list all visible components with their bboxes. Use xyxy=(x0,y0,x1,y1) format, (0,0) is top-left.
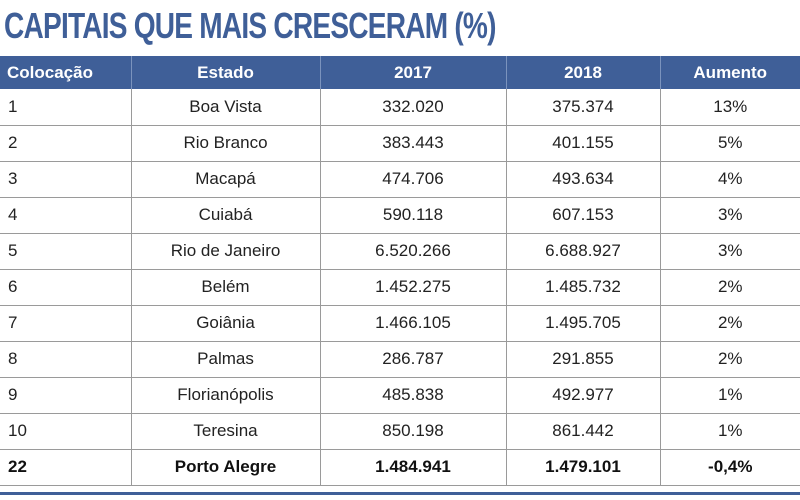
cell-estado: Palmas xyxy=(130,341,320,378)
cell-colocacao: 3 xyxy=(0,161,131,198)
cell-2018: 291.855 xyxy=(505,341,660,378)
cell-2018: 493.634 xyxy=(505,161,660,198)
cell-2017: 590.118 xyxy=(319,197,506,234)
cell-estado: Boa Vista xyxy=(130,89,320,126)
cell-2018: 607.153 xyxy=(505,197,660,234)
table-row: 4 Cuiabá 590.118 607.153 3% xyxy=(0,197,800,234)
table-row: 22 Porto Alegre 1.484.941 1.479.101 -0,4% xyxy=(0,449,800,486)
cell-estado: Florianópolis xyxy=(130,377,320,414)
cell-2018: 861.442 xyxy=(505,413,660,450)
cell-colocacao: 22 xyxy=(0,449,131,486)
table-row: 5 Rio de Janeiro 6.520.266 6.688.927 3% xyxy=(0,233,800,270)
cell-colocacao: 1 xyxy=(0,89,131,126)
cell-aumento: 13% xyxy=(659,89,800,126)
header-row: Colocação Estado 2017 2018 Aumento xyxy=(0,56,800,89)
header-cell-2017: 2017 xyxy=(319,56,506,89)
cell-2017: 1.484.941 xyxy=(319,449,506,486)
cell-estado: Goiânia xyxy=(130,305,320,342)
cell-colocacao: 6 xyxy=(0,269,131,306)
cell-2018: 1.479.101 xyxy=(505,449,660,486)
table-row: 3 Macapá 474.706 493.634 4% xyxy=(0,161,800,198)
cell-2017: 383.443 xyxy=(319,125,506,162)
cell-colocacao: 10 xyxy=(0,413,131,450)
table-row: 6 Belém 1.452.275 1.485.732 2% xyxy=(0,269,800,306)
cell-2018: 492.977 xyxy=(505,377,660,414)
cell-aumento: 5% xyxy=(659,125,800,162)
cell-2017: 1.466.105 xyxy=(319,305,506,342)
cell-aumento: -0,4% xyxy=(659,449,800,486)
cell-2018: 1.495.705 xyxy=(505,305,660,342)
header-cell-2018: 2018 xyxy=(505,56,660,89)
table-body: 1 Boa Vista 332.020 375.374 13% 2 Rio Branco 38… xyxy=(0,89,800,486)
cell-2018: 6.688.927 xyxy=(505,233,660,270)
cell-aumento: 1% xyxy=(659,413,800,450)
header-cell-estado: Estado xyxy=(130,56,320,89)
cell-2018: 401.155 xyxy=(505,125,660,162)
table-row: 2 Rio Branco 383.443 401.155 5% xyxy=(0,125,800,162)
table-row: 9 Florianópolis 485.838 492.977 1% xyxy=(0,377,800,414)
cell-aumento: 4% xyxy=(659,161,800,198)
cell-estado: Teresina xyxy=(130,413,320,450)
cell-aumento: 3% xyxy=(659,197,800,234)
table-row: 10 Teresina 850.198 861.442 1% xyxy=(0,413,800,450)
cell-colocacao: 7 xyxy=(0,305,131,342)
cell-aumento: 1% xyxy=(659,377,800,414)
cell-2017: 474.706 xyxy=(319,161,506,198)
table-row: 7 Goiânia 1.466.105 1.495.705 2% xyxy=(0,305,800,342)
cell-colocacao: 5 xyxy=(0,233,131,270)
cell-aumento: 2% xyxy=(659,341,800,378)
cell-2017: 1.452.275 xyxy=(319,269,506,306)
data-table: Colocação Estado 2017 2018 Aumento 1 Boa … xyxy=(0,56,800,486)
cell-aumento: 2% xyxy=(659,269,800,306)
cell-estado: Porto Alegre xyxy=(130,449,320,486)
header-cell-aumento: Aumento xyxy=(659,56,800,89)
cell-estado: Cuiabá xyxy=(130,197,320,234)
chart-title: CAPITAIS QUE MAIS CRESCERAM (%) xyxy=(4,5,496,46)
table-row: 8 Palmas 286.787 291.855 2% xyxy=(0,341,800,378)
header-cell-colocacao: Colocação xyxy=(7,62,93,82)
cell-2017: 332.020 xyxy=(319,89,506,126)
cell-2017: 6.520.266 xyxy=(319,233,506,270)
table-row: 1 Boa Vista 332.020 375.374 13% xyxy=(0,89,800,126)
cell-2017: 286.787 xyxy=(319,341,506,378)
cell-estado: Rio Branco xyxy=(130,125,320,162)
cell-2017: 485.838 xyxy=(319,377,506,414)
cell-colocacao: 8 xyxy=(0,341,131,378)
cell-colocacao: 2 xyxy=(0,125,131,162)
cell-aumento: 2% xyxy=(659,305,800,342)
cell-colocacao: 9 xyxy=(0,377,131,414)
cell-aumento: 3% xyxy=(659,233,800,270)
cell-estado: Macapá xyxy=(130,161,320,198)
cell-2018: 375.374 xyxy=(505,89,660,126)
cell-2018: 1.485.732 xyxy=(505,269,660,306)
cell-2017: 850.198 xyxy=(319,413,506,450)
cell-estado: Rio de Janeiro xyxy=(130,233,320,270)
cell-colocacao: 4 xyxy=(0,197,131,234)
bottom-rule xyxy=(0,492,800,495)
cell-estado: Belém xyxy=(130,269,320,306)
